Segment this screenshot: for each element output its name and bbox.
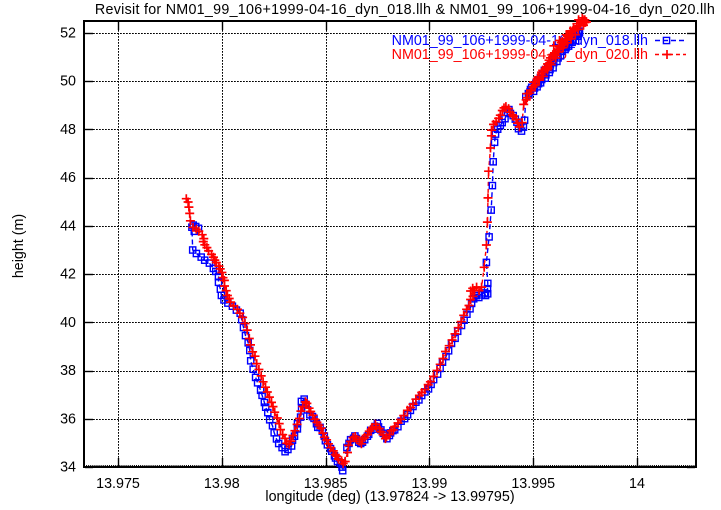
svg-text:13.995: 13.995 [511,476,555,492]
svg-text:34: 34 [60,460,76,476]
svg-text:13.99: 13.99 [412,476,448,492]
svg-text:14: 14 [629,476,645,492]
svg-text:46: 46 [60,170,76,186]
svg-text:44: 44 [60,219,76,235]
svg-text:NM01_99_106+1999-04-16_dyn_020: NM01_99_106+1999-04-16_dyn_020.llh [392,47,648,63]
svg-text:36: 36 [60,412,76,428]
svg-text:Revisit for NM01_99_106+1999-0: Revisit for NM01_99_106+1999-04-16_dyn_0… [95,2,715,18]
svg-text:height (m): height (m) [11,214,27,278]
svg-text:NM01_99_106+1999-04-16_dyn_018: NM01_99_106+1999-04-16_dyn_018.llh [392,33,648,49]
svg-text:13.98: 13.98 [204,476,240,492]
svg-text:13.975: 13.975 [96,476,140,492]
svg-text:48: 48 [60,122,76,138]
svg-text:50: 50 [60,74,76,90]
svg-text:13.985: 13.985 [304,476,348,492]
svg-text:42: 42 [60,267,76,283]
svg-text:longitude (deg) (13.97824 -> 1: longitude (deg) (13.97824 -> 13.99795) [265,489,514,505]
svg-text:52: 52 [60,26,76,42]
svg-text:38: 38 [60,363,76,379]
svg-text:40: 40 [60,315,76,331]
